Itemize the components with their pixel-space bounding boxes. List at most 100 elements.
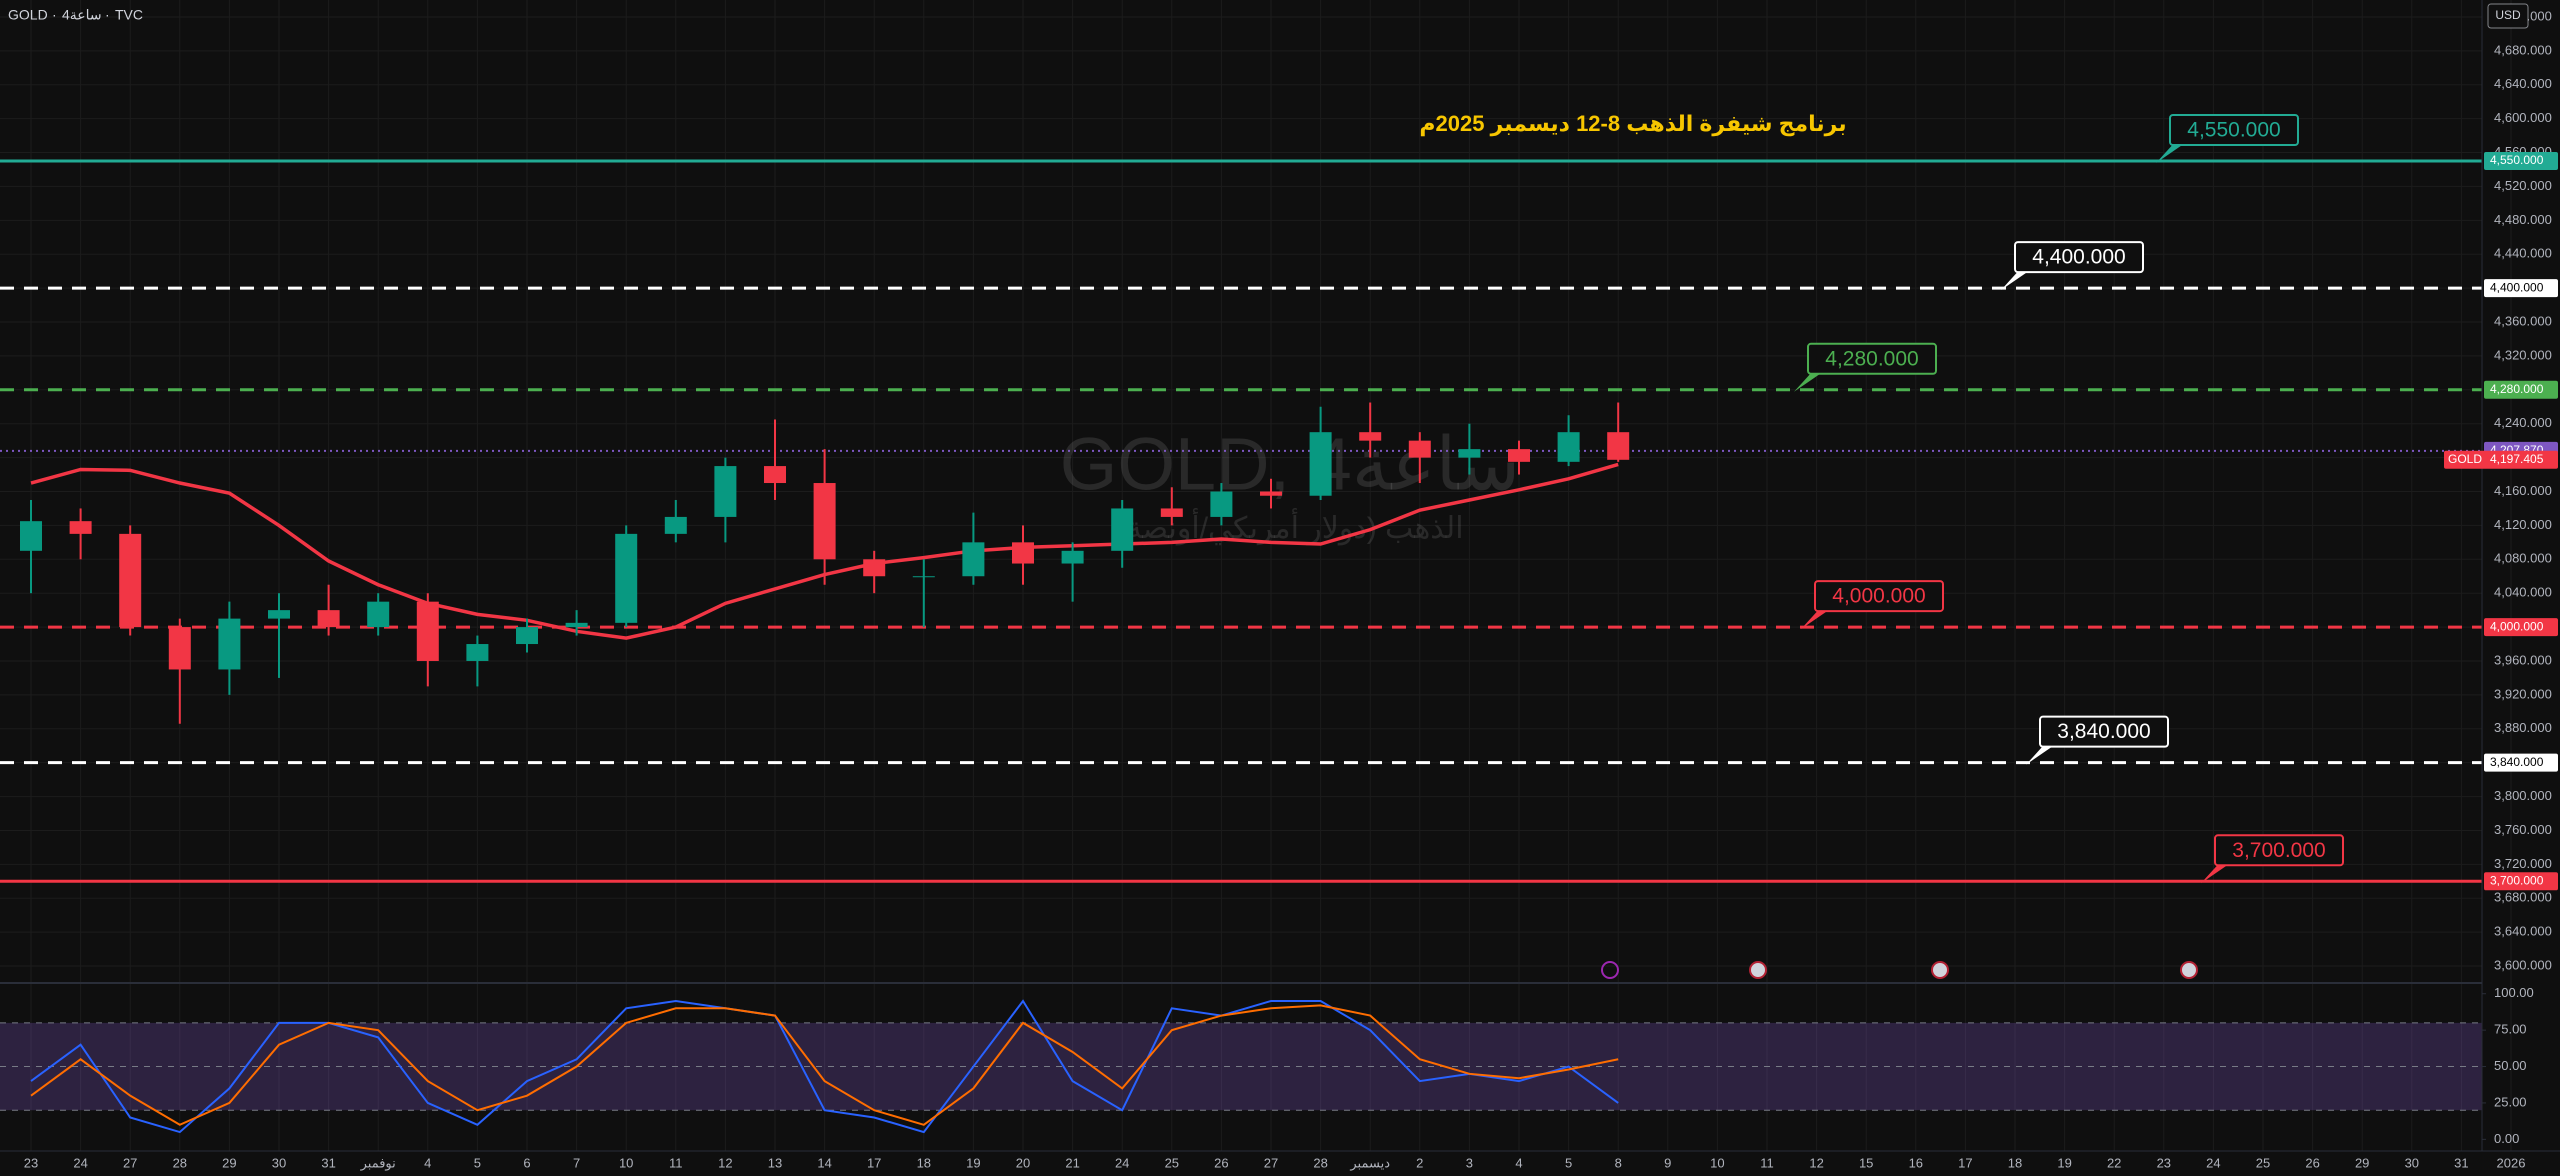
candle-body: [565, 622, 588, 628]
x-tick-label: 3: [1466, 1155, 1473, 1170]
candle-body: [813, 483, 836, 560]
x-tick-label: 7: [573, 1155, 580, 1170]
x-tick-label: 12: [1809, 1155, 1823, 1170]
y-tick-label: 3,680.000: [2494, 890, 2552, 905]
interval: 4ساعة: [62, 7, 102, 23]
symbol-header: GOLD · 4ساعة · TVC: [8, 7, 143, 23]
chart-title: برنامج شيفرة الذهب 8-12 ديسمبر 2025م: [1419, 111, 1846, 137]
y-tick-label: 3,720.000: [2494, 856, 2552, 871]
candle-body: [664, 516, 687, 534]
y-tick-label: 50.00: [2494, 1058, 2527, 1073]
candle-body: [516, 627, 538, 645]
x-tick-label: 14: [817, 1155, 831, 1170]
event-icon[interactable]: [1601, 961, 1619, 979]
candle-body: [20, 521, 42, 551]
x-tick-label: 11: [1760, 1155, 1774, 1170]
event-icon[interactable]: [1931, 961, 1949, 979]
y-tick-label: 3,760.000: [2494, 822, 2552, 837]
x-tick-label: 4: [424, 1155, 431, 1170]
candle-body: [1260, 491, 1282, 496]
level-axis-tag: [2484, 380, 2558, 399]
y-tick-label: 4,120.000: [2494, 517, 2552, 532]
candle-body: [466, 644, 489, 661]
x-tick-label: 19: [966, 1155, 980, 1170]
plot: 4,550.000 4,400.000 4,280.000 4,000.000 3,84…: [0, 114, 2482, 1134]
level-tag-label: 4,550.000: [2187, 119, 2280, 142]
x-tick-label: نوفمبر: [360, 1155, 396, 1171]
separator: ·: [52, 7, 57, 23]
candle-body: [615, 533, 638, 623]
level-tag-box: [2214, 834, 2344, 867]
level-axis-label: 4,400.000: [2490, 280, 2544, 294]
level-axis-label: 3,700.000: [2490, 873, 2544, 887]
y-tick-label: 4,640.000: [2494, 76, 2552, 91]
x-tick-label: 17: [867, 1155, 881, 1170]
x-tick-label: 8: [1615, 1155, 1622, 1170]
level-tag-pointer: [2026, 742, 2058, 765]
x-tick-label: 29: [2355, 1155, 2369, 1170]
candle-body: [268, 610, 290, 619]
candle-body: [416, 601, 439, 661]
level-tag-pointer: [2156, 141, 2188, 164]
event-icon[interactable]: [2180, 961, 2198, 979]
x-tick-label: 27: [123, 1155, 137, 1170]
level-tag-box: [1814, 580, 1944, 613]
x-tick-label: 10: [1710, 1155, 1724, 1170]
stoch-line: [30, 1004, 1619, 1126]
y-tick-label: 3,920.000: [2494, 686, 2552, 701]
x-tick-label: 10: [619, 1155, 633, 1170]
currency-box[interactable]: [2487, 3, 2529, 29]
y-tick-label: 4,520.000: [2494, 178, 2552, 193]
candle-body: [367, 601, 390, 628]
x-tick-label: 2026: [2497, 1155, 2526, 1170]
y-tick-label: 4,680.000: [2494, 42, 2552, 57]
level-tag-label: 4,400.000: [2032, 246, 2125, 269]
y-tick-label: 3,640.000: [2494, 924, 2552, 939]
x-tick-label: 20: [1016, 1155, 1030, 1170]
level-axis-label: 4,550.000: [2490, 153, 2544, 167]
x-tick-label: 24: [73, 1155, 87, 1170]
x-tick-label: 28: [173, 1155, 187, 1170]
x-tick-label: 30: [272, 1155, 286, 1170]
event-icon[interactable]: [1749, 961, 1767, 979]
x-tick-label: 23: [24, 1155, 38, 1170]
x-tick-label: 5: [474, 1155, 481, 1170]
candle-body: [1458, 449, 1481, 458]
x-tick-label: 30: [2405, 1155, 2419, 1170]
level-axis-tag: [2484, 872, 2558, 891]
level-tag-label: 3,700.000: [2232, 839, 2325, 862]
last-price-label: 4,197.405: [2490, 452, 2544, 466]
x-tick-label: 4: [1515, 1155, 1522, 1170]
y-tick-label: 3,960.000: [2494, 652, 2552, 667]
x-tick-label: 19: [2057, 1155, 2071, 1170]
level-tag-pointer: [1801, 607, 1833, 630]
x-tick-label: 21: [1065, 1155, 1079, 1170]
currency[interactable]: USD: [2495, 8, 2521, 22]
candle-body: [1111, 508, 1134, 551]
candle-body: [317, 610, 340, 628]
candle-body: [1012, 542, 1034, 564]
y-tick-label: 4,040.000: [2494, 585, 2552, 600]
watermark-title: GOLD, 4ساعة: [1060, 423, 1520, 506]
x-tick-label: 26: [1214, 1155, 1228, 1170]
candle-body: [764, 466, 786, 484]
level-tag-label: 3,840.000: [2057, 720, 2150, 743]
y-tick-label: 100.00: [2494, 985, 2534, 1000]
x-tick-label: 18: [917, 1155, 931, 1170]
y-tick-label: 4,080.000: [2494, 551, 2552, 566]
candle-body: [912, 576, 935, 578]
level-axis-tag: [2484, 753, 2558, 772]
level-axis-label: 4,000.000: [2490, 619, 2544, 633]
event-icons: [1601, 961, 2198, 979]
x-tick-label: 5: [1565, 1155, 1572, 1170]
x-tick-label: 15: [1859, 1155, 1873, 1170]
source: TVC: [115, 7, 143, 23]
y-tick-label: 3,600.000: [2494, 957, 2552, 972]
y-tick-label: 4,440.000: [2494, 246, 2552, 261]
x-tick-label: 11: [669, 1155, 683, 1170]
level-tag-box: [2169, 114, 2299, 147]
candle-body: [1309, 432, 1332, 496]
x-tick-label: 25: [2256, 1155, 2270, 1170]
